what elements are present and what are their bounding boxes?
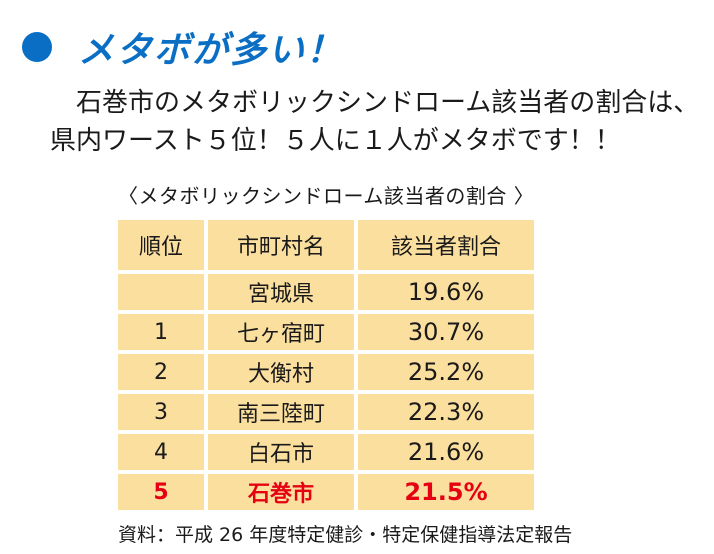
row-municipality: 宮城県 (208, 274, 354, 310)
table-title: 〈メタボリックシンドローム該当者の割合 〉 (118, 184, 535, 208)
row-rank: 5 (118, 474, 204, 510)
row-municipality: 石巻市 (208, 474, 354, 510)
row-rank: 2 (118, 354, 204, 390)
row-municipality: 南三陸町 (208, 394, 354, 430)
header-rank: 順位 (118, 220, 204, 270)
lead-line-1: 石巻市のメタボリックシンドローム該当者の割合は、 (76, 88, 700, 118)
lead-paragraph: 石巻市のメタボリックシンドローム該当者の割合は、 県内ワースト５位！５人に１人が… (50, 84, 700, 160)
filled-circle-icon (22, 32, 52, 62)
table-row: 3 南三陸町 22.3% (118, 394, 538, 430)
source-note: 資料：平成 26 年度特定健診・特定保健指導法定報告 (118, 524, 573, 546)
row-rank (118, 274, 204, 310)
row-rank: 3 (118, 394, 204, 430)
ranking-table: 順位 市町村名 該当者割合 宮城県 19.6% 1 七ヶ宿町 30.7% 2 大… (118, 220, 538, 514)
row-rate: 19.6% (358, 274, 534, 310)
table-row: 2 大衡村 25.2% (118, 354, 538, 390)
table-header-row: 順位 市町村名 該当者割合 (118, 220, 538, 270)
row-rank: 4 (118, 434, 204, 470)
row-municipality: 七ヶ宿町 (208, 314, 354, 350)
header-municipality: 市町村名 (208, 220, 354, 270)
lead-line-2: 県内ワースト５位！５人に１人がメタボです！！ (50, 126, 621, 156)
section-heading: メタボが多い！ (22, 22, 344, 72)
row-rate: 22.3% (358, 394, 534, 430)
row-rate: 25.2% (358, 354, 534, 390)
row-rank: 1 (118, 314, 204, 350)
header-rate: 該当者割合 (358, 220, 534, 270)
row-municipality: 大衡村 (208, 354, 354, 390)
table-row: 宮城県 19.6% (118, 274, 538, 310)
row-rate: 21.6% (358, 434, 534, 470)
row-rate: 21.5% (358, 474, 534, 510)
heading-title: メタボが多い！ (78, 30, 345, 71)
table-row: 4 白石市 21.6% (118, 434, 538, 470)
table-row-highlight: 5 石巻市 21.5% (118, 474, 538, 510)
row-rate: 30.7% (358, 314, 534, 350)
row-municipality: 白石市 (208, 434, 354, 470)
table-row: 1 七ヶ宿町 30.7% (118, 314, 538, 350)
